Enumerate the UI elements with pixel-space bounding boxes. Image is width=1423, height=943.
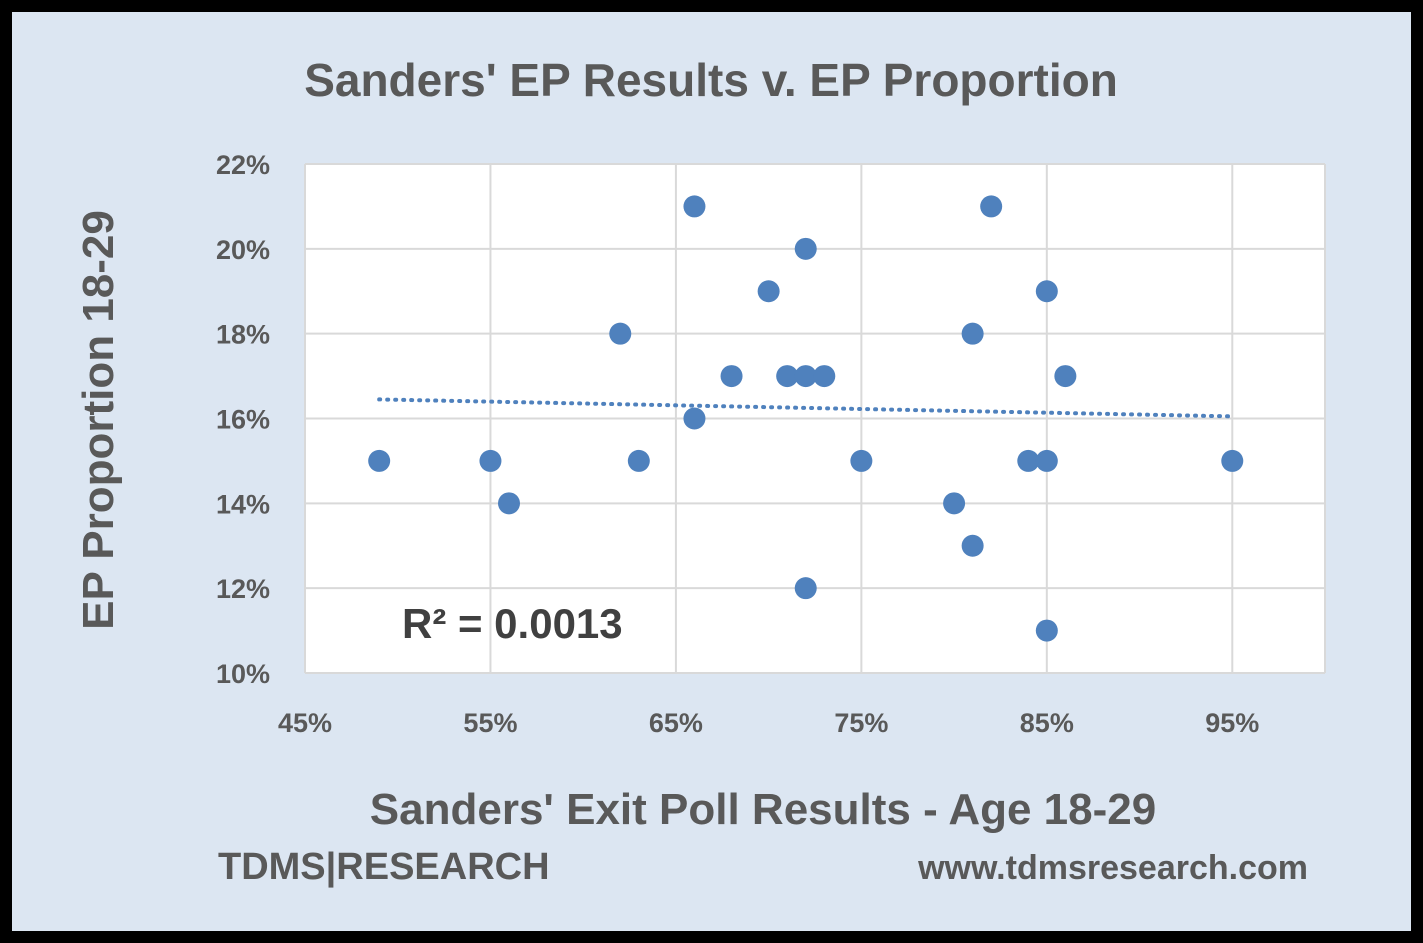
x-axis-ticks: 45% 55% 65% 75% 85% 95%	[278, 708, 1259, 738]
x-tick-label: 85%	[1020, 708, 1074, 738]
y-tick-label: 12%	[216, 574, 270, 604]
scatter-point	[794, 577, 817, 600]
scatter-point	[627, 449, 650, 472]
trendline	[377, 397, 1235, 419]
y-tick-label: 20%	[216, 235, 270, 265]
scatter-point	[1035, 619, 1058, 642]
trendline-layer	[377, 397, 1235, 419]
x-axis-label: Sanders' Exit Poll Results - Age 18-29	[370, 785, 1156, 834]
scatter-point	[980, 195, 1003, 218]
x-tick-label: 55%	[463, 708, 517, 738]
scatter-point	[961, 534, 984, 557]
scatter-point	[943, 492, 966, 515]
y-tick-label: 22%	[216, 150, 270, 180]
scatter-point	[720, 365, 743, 388]
x-tick-label: 45%	[278, 708, 332, 738]
scatter-point	[683, 195, 706, 218]
scatter-point	[794, 365, 817, 388]
scatter-point	[683, 407, 706, 430]
x-tick-label: 65%	[649, 708, 703, 738]
r-squared-annotation: R² = 0.0013	[402, 600, 623, 647]
website-url: www.tdmsresearch.com	[917, 849, 1308, 887]
x-tick-label: 75%	[834, 708, 888, 738]
scatter-point	[961, 322, 984, 345]
scatter-point	[479, 449, 502, 472]
scatter-point	[609, 322, 632, 345]
y-axis-label: EP Proportion 18-29	[74, 210, 123, 630]
y-tick-label: 10%	[216, 659, 270, 689]
scatter-point	[850, 449, 873, 472]
scatter-point	[1221, 449, 1244, 472]
scatter-point	[1017, 449, 1040, 472]
x-tick-label: 95%	[1205, 708, 1259, 738]
y-tick-label: 14%	[216, 489, 270, 519]
y-axis-ticks: 10% 12% 14% 16% 18% 20% 22%	[216, 150, 270, 689]
scatter-point	[498, 492, 520, 515]
scatter-point	[1054, 365, 1077, 388]
y-tick-label: 18%	[216, 320, 270, 350]
y-tick-label: 16%	[216, 405, 270, 435]
data-points	[368, 195, 1244, 642]
scatter-point	[757, 280, 780, 303]
scatter-point	[368, 449, 391, 472]
scatter-point	[794, 237, 817, 260]
brand-logo-text: TDMS|RESEARCH	[218, 846, 550, 888]
scatter-point	[776, 365, 799, 388]
chart-title: Sanders' EP Results v. EP Proportion	[304, 54, 1118, 106]
scatter-point	[1035, 280, 1058, 303]
scatter-point	[1035, 449, 1058, 472]
scatter-point	[813, 365, 836, 388]
